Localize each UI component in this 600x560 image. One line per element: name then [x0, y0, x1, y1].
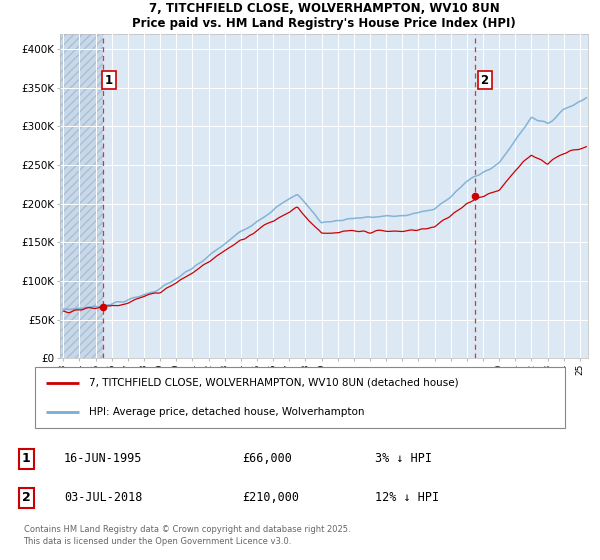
Text: 03-JUL-2018: 03-JUL-2018: [64, 492, 142, 505]
Text: 7, TITCHFIELD CLOSE, WOLVERHAMPTON, WV10 8UN (detached house): 7, TITCHFIELD CLOSE, WOLVERHAMPTON, WV10…: [89, 378, 459, 388]
Title: 7, TITCHFIELD CLOSE, WOLVERHAMPTON, WV10 8UN
Price paid vs. HM Land Registry's H: 7, TITCHFIELD CLOSE, WOLVERHAMPTON, WV10…: [132, 2, 516, 30]
Text: £210,000: £210,000: [242, 492, 299, 505]
Text: 1: 1: [22, 452, 31, 465]
Text: HPI: Average price, detached house, Wolverhampton: HPI: Average price, detached house, Wolv…: [89, 407, 365, 417]
Text: 1: 1: [105, 73, 113, 86]
Bar: [60, 26, 103, 358]
Text: £66,000: £66,000: [242, 452, 292, 465]
Text: 3% ↓ HPI: 3% ↓ HPI: [375, 452, 432, 465]
Text: 2: 2: [481, 73, 489, 86]
Text: Contains HM Land Registry data © Crown copyright and database right 2025.
This d: Contains HM Land Registry data © Crown c…: [23, 525, 350, 546]
Text: 2: 2: [22, 492, 31, 505]
Text: 12% ↓ HPI: 12% ↓ HPI: [375, 492, 439, 505]
Text: 16-JUN-1995: 16-JUN-1995: [64, 452, 142, 465]
